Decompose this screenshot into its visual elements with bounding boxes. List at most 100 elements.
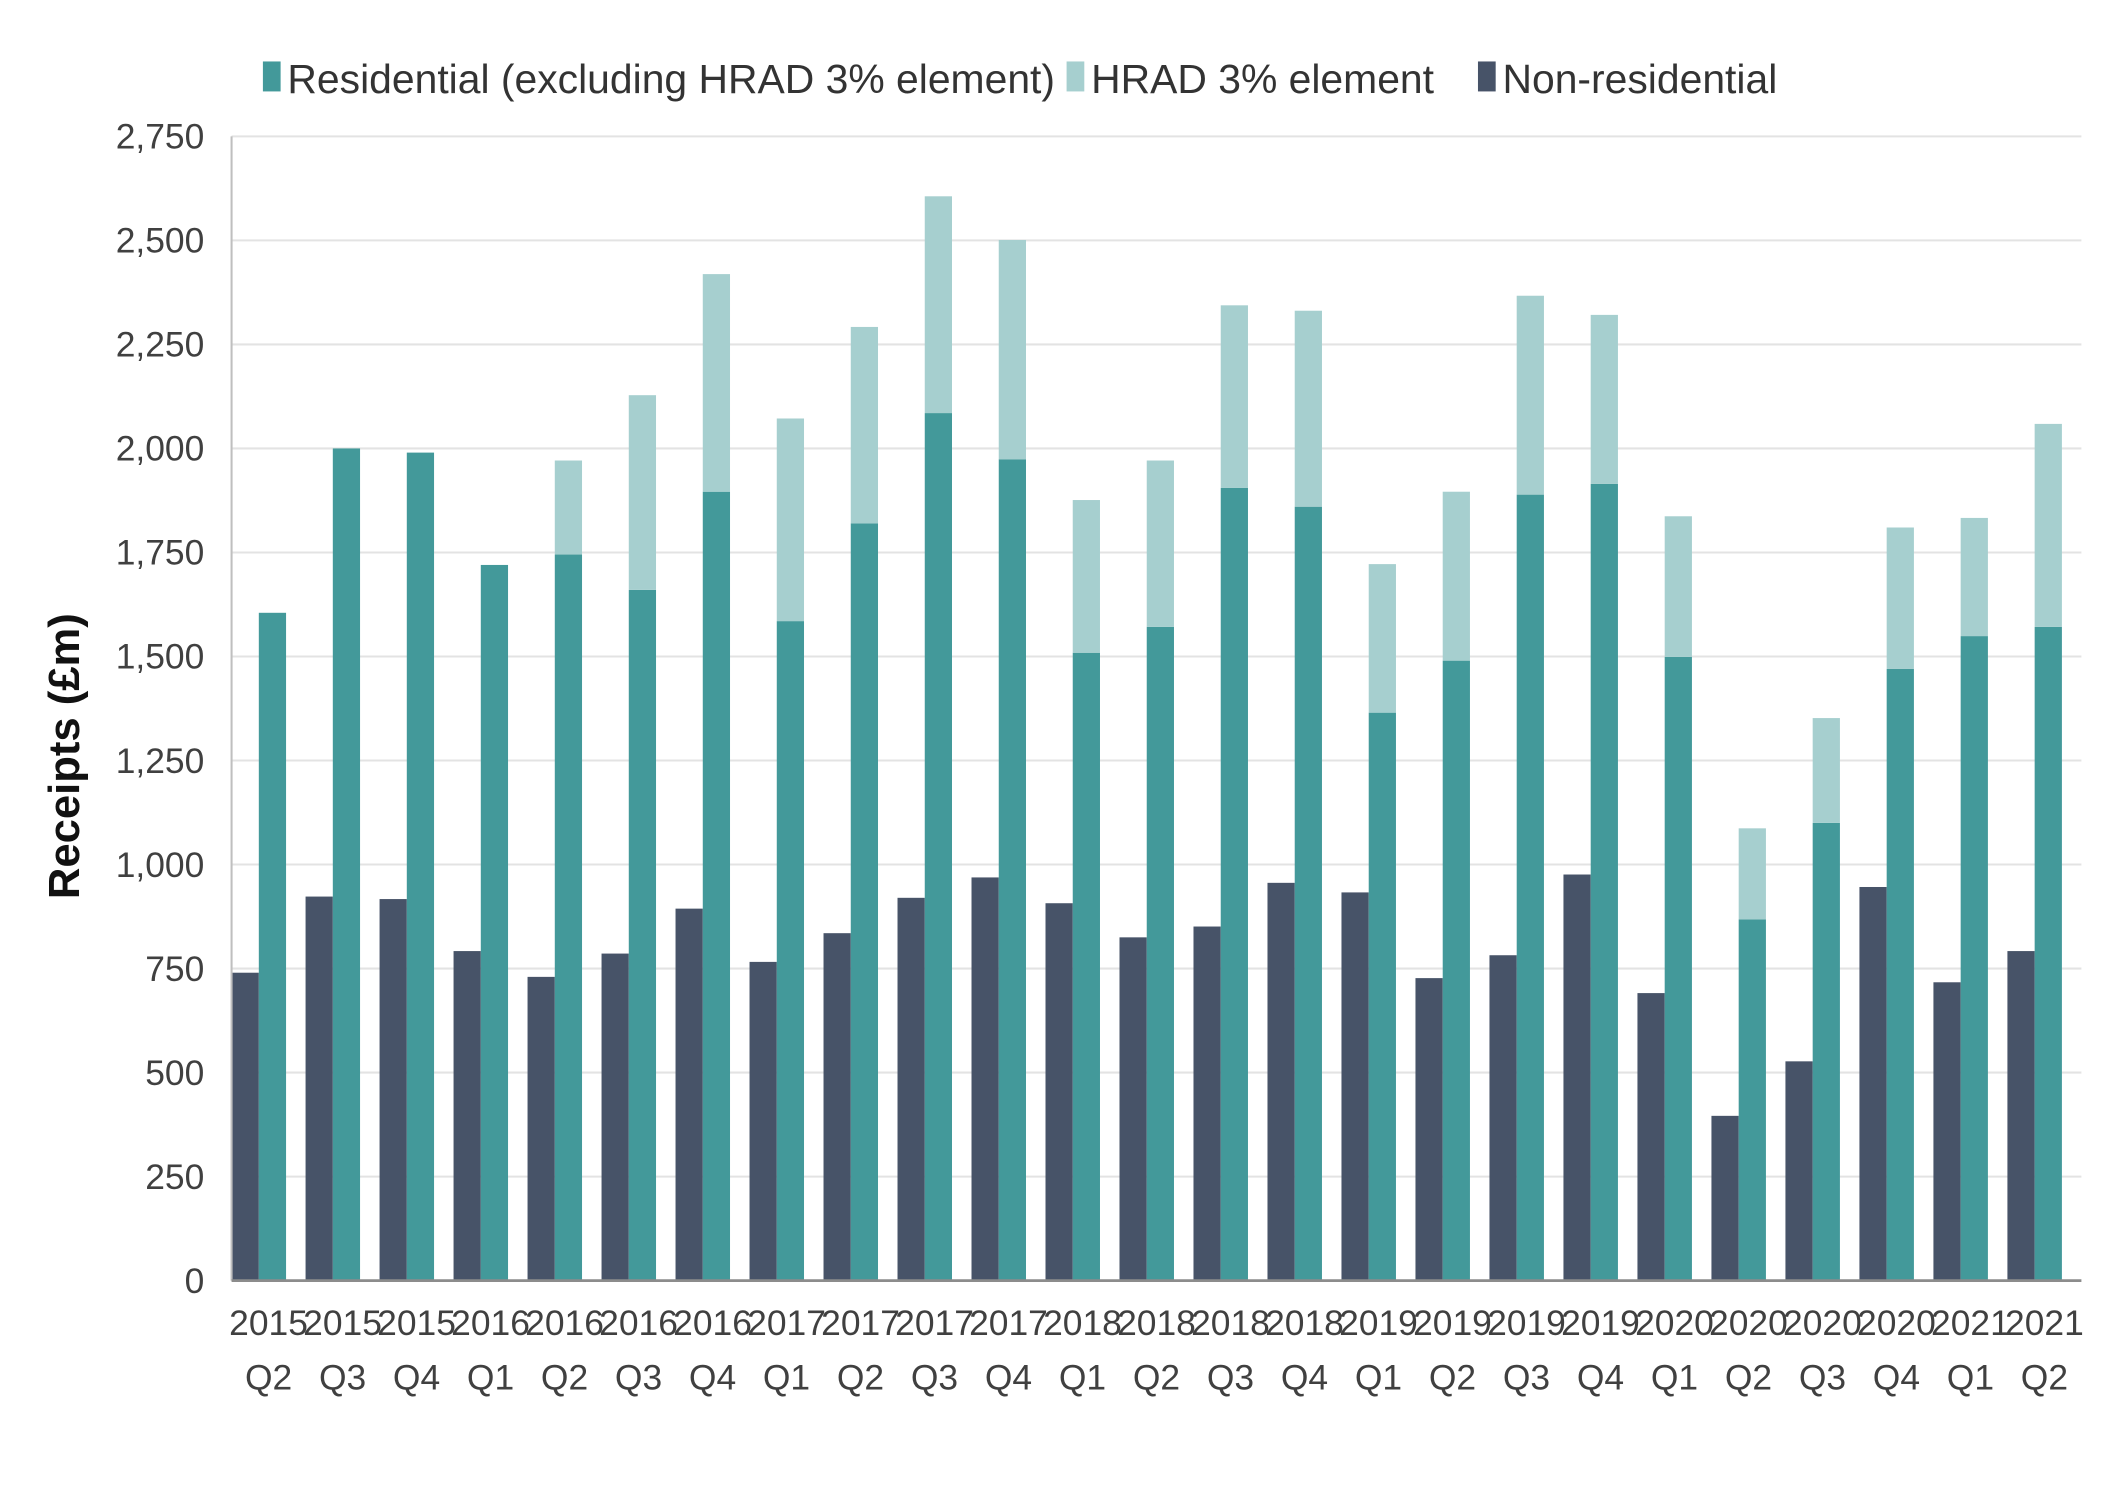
- bar-residential: [1886, 668, 1914, 1281]
- legend-label-hrad: HRAD 3% element: [1091, 56, 1435, 102]
- x-tick-label-quarter: Q4: [985, 1358, 1032, 1398]
- bar-residential: [258, 612, 287, 1281]
- bar-non-residential: [601, 953, 629, 1281]
- x-tick-label-quarter: Q2: [2021, 1358, 2068, 1398]
- y-tick-label: 0: [185, 1261, 205, 1301]
- x-tick-label-year: 2015: [229, 1303, 308, 1343]
- bar-residential: [924, 413, 952, 1281]
- x-tick-label-year: 2019: [1561, 1303, 1640, 1343]
- bar-non-residential: [1563, 874, 1591, 1281]
- x-tick-label-year: 2018: [1265, 1303, 1344, 1343]
- bar-non-residential: [1119, 937, 1147, 1281]
- x-tick-label-quarter: Q4: [1873, 1358, 1920, 1398]
- bar-hrad: [998, 239, 1026, 460]
- y-tick-label: 750: [145, 949, 204, 989]
- x-tick-label-quarter: Q2: [1429, 1358, 1476, 1398]
- bar-non-residential: [823, 933, 851, 1281]
- x-tick-label-year: 2019: [1413, 1303, 1492, 1343]
- bar-hrad: [1812, 718, 1840, 823]
- bar-hrad: [1516, 295, 1544, 495]
- x-tick-label-year: 2018: [1191, 1303, 1270, 1343]
- bar-hrad: [1220, 305, 1248, 488]
- bar-residential: [1960, 636, 1988, 1281]
- x-tick-label-quarter: Q1: [467, 1358, 514, 1398]
- y-tick-label: 2,750: [116, 117, 205, 157]
- bar-residential: [1220, 487, 1248, 1281]
- legend-label-residential: Residential (excluding HRAD 3% element): [287, 56, 1055, 102]
- y-tick-label: 500: [145, 1053, 204, 1093]
- x-tick-label-quarter: Q1: [1355, 1358, 1402, 1398]
- bar-hrad: [924, 196, 952, 414]
- y-tick-label: 2,500: [116, 221, 205, 261]
- bar-hrad: [1146, 460, 1174, 627]
- y-tick-label: 1,250: [116, 741, 205, 781]
- x-tick-label-quarter: Q2: [541, 1358, 588, 1398]
- bar-residential: [1812, 822, 1840, 1281]
- bar-non-residential: [527, 976, 555, 1281]
- bar-residential: [998, 459, 1026, 1281]
- bar-hrad: [1072, 500, 1100, 653]
- x-tick-label-quarter: Q1: [1947, 1358, 1994, 1398]
- x-tick-label-year: 2020: [1709, 1303, 1788, 1343]
- bar-hrad: [1886, 527, 1914, 669]
- x-tick-label-year: 2018: [1043, 1303, 1122, 1343]
- bar-hrad: [850, 326, 879, 524]
- x-tick-label-quarter: Q3: [615, 1358, 662, 1398]
- x-tick-label-year: 2020: [1857, 1303, 1936, 1343]
- bar-residential: [1072, 652, 1100, 1281]
- x-tick-label-quarter: Q3: [1503, 1358, 1550, 1398]
- bar-non-residential: [1415, 978, 1443, 1281]
- legend: Residential (excluding HRAD 3% element) …: [262, 56, 1777, 102]
- x-tick-label-quarter: Q3: [1799, 1358, 1846, 1398]
- x-tick-label-year: 2020: [1635, 1303, 1714, 1343]
- x-tick-label-year: 2015: [377, 1303, 456, 1343]
- bar-non-residential: [1045, 903, 1073, 1281]
- x-tick-label-quarter: Q2: [245, 1358, 292, 1398]
- bar-non-residential: [1933, 982, 1961, 1281]
- bar-hrad: [2034, 423, 2062, 627]
- bar-residential: [1738, 919, 1766, 1281]
- bar-residential: [1368, 712, 1396, 1281]
- bar-residential: [480, 564, 509, 1281]
- bar-non-residential: [675, 908, 703, 1281]
- x-tick-label-year: 2020: [1783, 1303, 1862, 1343]
- x-tick-label-quarter: Q3: [319, 1358, 366, 1398]
- y-tick-label: 250: [145, 1157, 204, 1197]
- x-tick-label-quarter: Q4: [689, 1358, 736, 1398]
- legend-label-non-residential: Non-residential: [1502, 56, 1777, 102]
- bar-residential: [2034, 626, 2062, 1281]
- bar-hrad: [1294, 310, 1322, 507]
- x-tick-label-year: 2019: [1339, 1303, 1418, 1343]
- x-tick-label-year: 2016: [451, 1303, 530, 1343]
- x-tick-label-year: 2017: [747, 1303, 826, 1343]
- bar-non-residential: [1785, 1061, 1813, 1281]
- bar-residential: [702, 491, 731, 1281]
- bar-residential: [1516, 494, 1544, 1281]
- bar-non-residential: [1341, 892, 1369, 1281]
- bar-non-residential: [1711, 1115, 1739, 1281]
- x-tick-label-quarter: Q1: [1059, 1358, 1106, 1398]
- x-tick-label-year: 2019: [1487, 1303, 1566, 1343]
- x-tick-label-year: 2017: [821, 1303, 900, 1343]
- x-tick-label-quarter: Q4: [1281, 1358, 1328, 1398]
- y-tick-label: 2,250: [116, 325, 205, 365]
- bar-residential: [1442, 660, 1470, 1281]
- x-tick-label-quarter: Q1: [763, 1358, 810, 1398]
- bar-hrad: [1738, 828, 1766, 920]
- bar-hrad: [776, 418, 805, 622]
- legend-swatch-non-residential: [1477, 61, 1496, 92]
- legend-swatch-hrad: [1066, 61, 1085, 92]
- x-tick-label-quarter: Q2: [1133, 1358, 1180, 1398]
- bar-non-residential: [749, 961, 777, 1281]
- x-tick-label-quarter: Q2: [837, 1358, 884, 1398]
- bar-non-residential: [231, 972, 259, 1281]
- bar-non-residential: [971, 877, 999, 1281]
- bar-hrad: [1590, 314, 1618, 484]
- x-tick-label-year: 2021: [1931, 1303, 2010, 1343]
- bar-non-residential: [897, 897, 925, 1281]
- bar-non-residential: [379, 899, 407, 1281]
- bar-residential: [1146, 626, 1174, 1281]
- bar-residential: [406, 452, 435, 1281]
